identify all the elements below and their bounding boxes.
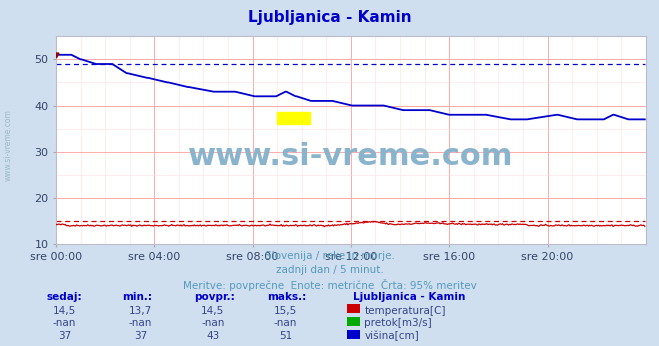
Text: višina[cm]: višina[cm]	[364, 331, 419, 342]
Text: Ljubljanica - Kamin: Ljubljanica - Kamin	[353, 292, 465, 302]
Text: -nan: -nan	[129, 318, 152, 328]
Text: zadnji dan / 5 minut.: zadnji dan / 5 minut.	[275, 265, 384, 275]
Text: maks.:: maks.:	[267, 292, 306, 302]
Text: Ljubljanica - Kamin: Ljubljanica - Kamin	[248, 10, 411, 25]
Text: 37: 37	[134, 331, 147, 341]
Text: Slovenija / reke in morje.: Slovenija / reke in morje.	[264, 251, 395, 261]
Text: -nan: -nan	[201, 318, 225, 328]
Text: 43: 43	[206, 331, 219, 341]
Text: povpr.:: povpr.:	[194, 292, 235, 302]
Text: 51: 51	[279, 331, 292, 341]
Text: 37: 37	[58, 331, 71, 341]
Text: -nan: -nan	[53, 318, 76, 328]
Text: Meritve: povprečne  Enote: metrične  Črta: 95% meritev: Meritve: povprečne Enote: metrične Črta:…	[183, 279, 476, 291]
Text: 14,5: 14,5	[201, 306, 225, 316]
Text: sedaj:: sedaj:	[46, 292, 82, 302]
Text: 15,5: 15,5	[273, 306, 297, 316]
Text: www.si-vreme.com: www.si-vreme.com	[3, 109, 13, 181]
Text: 13,7: 13,7	[129, 306, 152, 316]
Text: -nan: -nan	[273, 318, 297, 328]
Text: pretok[m3/s]: pretok[m3/s]	[364, 318, 432, 328]
Text: min.:: min.:	[122, 292, 152, 302]
Text: 14,5: 14,5	[53, 306, 76, 316]
Text: temperatura[C]: temperatura[C]	[364, 306, 446, 316]
Text: www.si-vreme.com: www.si-vreme.com	[188, 142, 513, 171]
Polygon shape	[277, 112, 310, 124]
